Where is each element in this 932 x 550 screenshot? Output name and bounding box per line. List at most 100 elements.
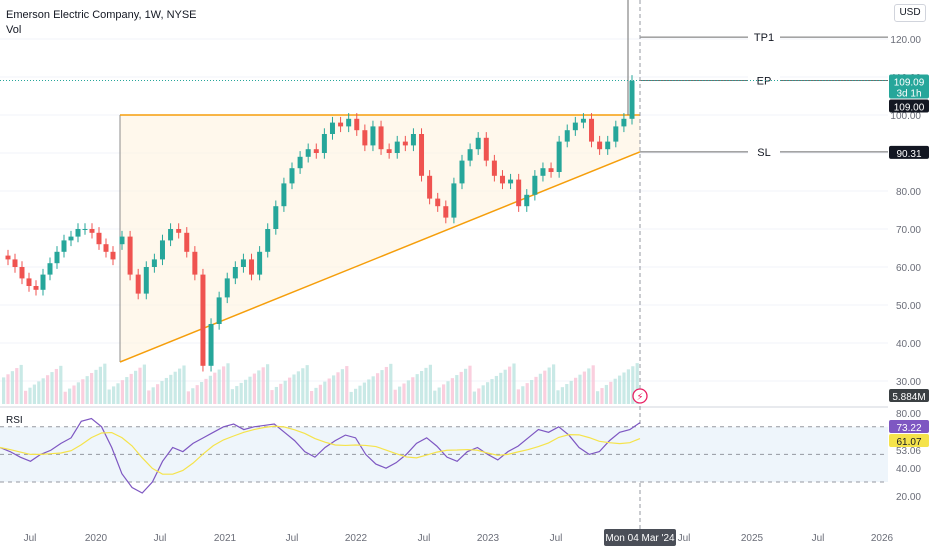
ep-badge-text: 109.09 xyxy=(894,77,925,88)
volume-bar xyxy=(582,371,586,404)
volume-bar xyxy=(169,374,173,404)
volume-bar xyxy=(24,390,28,404)
candle-body xyxy=(629,80,635,119)
last-price-badge-text: 109.00 xyxy=(894,102,925,113)
price-tick-label: 60.00 xyxy=(896,263,921,274)
price-tick-label: 100.00 xyxy=(890,111,921,122)
volume-bar xyxy=(626,369,630,404)
volume-bar xyxy=(226,363,230,404)
volume-bar xyxy=(186,391,190,404)
volume-bar xyxy=(472,391,476,404)
volume-bar xyxy=(481,385,485,404)
volume-bar xyxy=(156,384,160,404)
candle-body xyxy=(12,259,18,267)
volume-bar xyxy=(538,373,542,404)
rsi-tick-label: 80.00 xyxy=(896,409,921,420)
candle-body xyxy=(265,229,271,252)
price-tick-label: 120.00 xyxy=(890,35,921,46)
candle-body xyxy=(127,236,133,275)
volume-bar xyxy=(499,372,503,404)
event-icon[interactable]: ⚡ xyxy=(632,388,648,404)
rsi-ma-line xyxy=(0,425,641,475)
volume-bar xyxy=(437,387,441,404)
volume-bar xyxy=(516,389,520,404)
level-label-bg xyxy=(748,73,780,88)
volume-bar xyxy=(415,374,419,404)
volume-bar xyxy=(266,364,270,404)
candle-body xyxy=(281,183,287,207)
candle-body xyxy=(54,251,60,264)
candle-body xyxy=(159,240,165,260)
price-tick-label: 80.00 xyxy=(896,187,921,198)
volume-bar xyxy=(622,372,626,404)
candle-body xyxy=(394,141,400,153)
volume-bar xyxy=(547,367,551,404)
volume-bar xyxy=(235,386,239,404)
volume-bar xyxy=(591,365,595,404)
candle-body xyxy=(33,286,39,290)
volume-bar xyxy=(182,365,186,404)
volume-bar xyxy=(112,386,116,404)
volume-bar xyxy=(142,364,146,404)
volume-bar xyxy=(578,374,582,404)
volume-bar xyxy=(288,377,292,404)
volume-bar xyxy=(543,370,547,404)
volume-bar xyxy=(90,373,94,404)
candle-body xyxy=(192,251,198,275)
volume-bar xyxy=(125,377,129,404)
volume-bar xyxy=(208,375,212,404)
volume-bar xyxy=(574,377,578,404)
candle-body xyxy=(143,267,149,294)
volume-bar xyxy=(6,374,10,404)
volume-bar xyxy=(406,380,410,404)
candle-body xyxy=(232,267,238,279)
volume-bar xyxy=(270,390,274,404)
candle-body xyxy=(564,130,570,142)
volume-bar xyxy=(420,371,424,404)
candle-body xyxy=(508,179,514,184)
candle-body xyxy=(378,126,384,150)
level-label-sl: SL xyxy=(757,147,770,159)
rsi-ma-badge-bg xyxy=(889,434,929,447)
candle-body xyxy=(184,232,190,252)
volume-bar xyxy=(37,381,41,404)
volume-bar xyxy=(103,363,107,404)
volume-bar xyxy=(204,378,208,404)
level-label-bg xyxy=(748,30,780,45)
volume-bar xyxy=(318,384,322,404)
candle-body xyxy=(151,259,157,267)
price-tick-label: 70.00 xyxy=(896,225,921,236)
time-tick-label: 2026 xyxy=(871,533,894,544)
volume-bar xyxy=(41,378,45,404)
volume-bar xyxy=(54,368,58,404)
volume-bar xyxy=(85,376,89,404)
candle-body xyxy=(572,122,578,131)
price-tick-label: 50.00 xyxy=(896,301,921,312)
volume-bar xyxy=(503,369,507,404)
candle-body xyxy=(435,198,441,207)
chart-title: Emerson Electric Company, 1W, NYSE xyxy=(6,9,197,21)
volume-bars xyxy=(2,363,639,404)
candle-body xyxy=(613,126,619,142)
candle-body xyxy=(313,149,319,153)
candle-body xyxy=(19,267,25,279)
candle-body xyxy=(329,122,335,134)
currency-button[interactable]: USD xyxy=(894,4,926,22)
price-tick-label: 30.00 xyxy=(896,377,921,388)
volume-bar xyxy=(613,378,617,404)
volume-label: Vol xyxy=(6,24,22,36)
time-cursor-bg xyxy=(604,529,676,546)
time-tick-label: Jul xyxy=(154,533,167,544)
rsi-line xyxy=(0,417,641,494)
volume-bar xyxy=(244,379,248,404)
last-price-badge-bg xyxy=(889,99,929,113)
candle-body xyxy=(47,263,53,275)
volume-bar xyxy=(450,378,454,404)
volume-bar xyxy=(596,391,600,404)
level-label-bg xyxy=(748,144,780,159)
candle-body xyxy=(82,229,88,230)
candle-body xyxy=(61,240,67,252)
price-tick-label: 40.00 xyxy=(896,339,921,350)
volume-bar xyxy=(552,364,556,404)
